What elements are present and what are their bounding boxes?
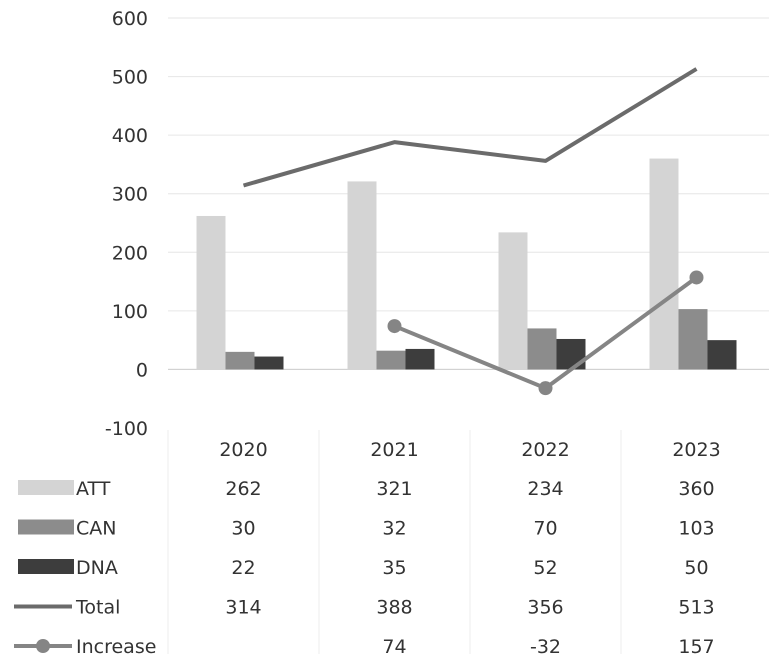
- table-cell: 314: [225, 597, 261, 619]
- table-cell: 321: [376, 478, 412, 500]
- table-cell: 30: [231, 518, 255, 540]
- table-cell: 50: [684, 557, 708, 579]
- y-tick-label: 300: [112, 184, 148, 206]
- bar-can: [225, 351, 255, 370]
- table-cell: 157: [678, 636, 714, 654]
- x-category-label: 2023: [672, 439, 720, 461]
- y-tick-label: 600: [112, 8, 148, 30]
- bar-dna: [405, 348, 435, 370]
- table-cell: 35: [382, 557, 406, 579]
- y-tick-label: 100: [112, 301, 148, 323]
- table-cell: 52: [533, 557, 557, 579]
- bar-att: [196, 215, 226, 370]
- y-tick-label: 500: [112, 67, 148, 89]
- table-cell: 74: [382, 636, 406, 654]
- table-cell: 356: [527, 597, 563, 619]
- y-axis-ticks: 600 500 400 300 200 100 0 -100: [105, 8, 148, 440]
- legend-label-total: Total: [75, 597, 120, 619]
- line-total: [242, 67, 698, 188]
- x-category-label: 2020: [219, 439, 267, 461]
- bar-can: [527, 328, 557, 370]
- legend-key-can: [18, 519, 74, 535]
- data-table: 2020 2021 2022 2023 ATT 262 321 234 360 CAN 30 32 70…: [14, 430, 721, 654]
- legend-marker-increase: [36, 639, 50, 653]
- table-cell: 388: [376, 597, 412, 619]
- line-series: [242, 67, 704, 396]
- x-category-label: 2022: [521, 439, 569, 461]
- table-cell: 262: [225, 478, 261, 500]
- bar-dna: [556, 338, 586, 370]
- legend-label-dna: DNA: [76, 557, 118, 579]
- bar-dna: [254, 356, 284, 370]
- table-cell: 360: [678, 478, 714, 500]
- table-cell: -32: [530, 636, 561, 654]
- legend-key-att: [18, 480, 74, 495]
- table-cell: 234: [527, 478, 563, 500]
- legend-key-dna: [18, 559, 74, 574]
- bar-series: [196, 158, 737, 370]
- y-tick-label: 400: [112, 125, 148, 147]
- legend-label-att: ATT: [76, 478, 111, 500]
- legend-label-increase: Increase: [76, 636, 156, 654]
- table-cell: 70: [533, 518, 557, 540]
- y-tick-label: 0: [136, 359, 148, 381]
- bar-att: [498, 232, 528, 370]
- bar-can: [678, 309, 708, 370]
- bar-dna: [707, 340, 737, 370]
- y-tick-label: 200: [112, 242, 148, 264]
- marker-increase: [387, 319, 402, 334]
- legend-label-can: CAN: [76, 518, 116, 540]
- bar-can: [376, 350, 406, 370]
- marker-increase: [689, 270, 704, 285]
- x-category-label: 2021: [370, 439, 418, 461]
- marker-increase: [538, 381, 553, 396]
- table-cell: 513: [678, 597, 714, 619]
- y-tick-label: -100: [105, 418, 148, 440]
- table-cell: 103: [678, 518, 714, 540]
- table-cell: 22: [231, 557, 255, 579]
- bar-att: [347, 181, 377, 370]
- bar-att: [649, 158, 679, 370]
- table-cell: 32: [382, 518, 406, 540]
